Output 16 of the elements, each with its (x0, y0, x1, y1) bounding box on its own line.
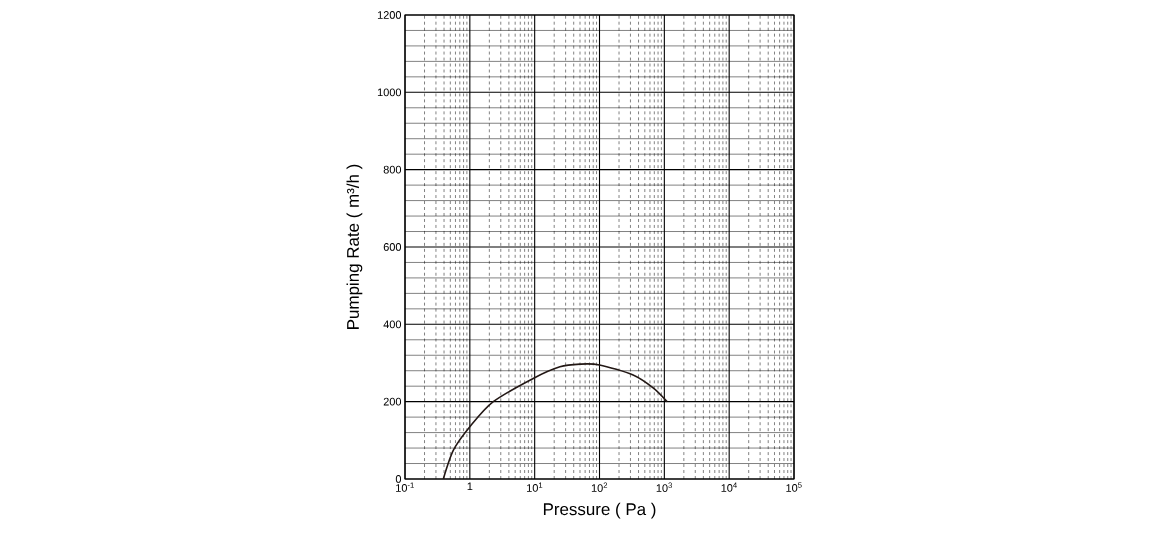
y-tick-label: 600 (383, 243, 402, 251)
x-tick-label: 10$^{1}$ (527, 482, 543, 492)
x-tick-label: 10$^{4}$ (721, 482, 737, 492)
x-tick-label: 10$^{5}$ (786, 482, 802, 492)
x-tick-label: 10$^{3}$ (656, 482, 672, 492)
y-tick-label: 1000 (377, 88, 402, 97)
x-tick-label: 10$^{2}$ (591, 482, 608, 492)
y-axis-title: Pumping Rate ( m³/h ) (346, 164, 363, 329)
x-tick-label: 1 (467, 482, 473, 491)
y-tick-label: 200 (383, 397, 402, 406)
y-tick-label: 800 (383, 165, 402, 174)
x-tick-label: 10$^{-1}$ (396, 482, 414, 492)
y-tick-label: 400 (383, 320, 402, 329)
y-tick-label: 0 (395, 475, 402, 483)
y-tick-label: 1200 (377, 11, 402, 19)
x-axis-title: Pressure ( Pa ) (543, 502, 656, 519)
